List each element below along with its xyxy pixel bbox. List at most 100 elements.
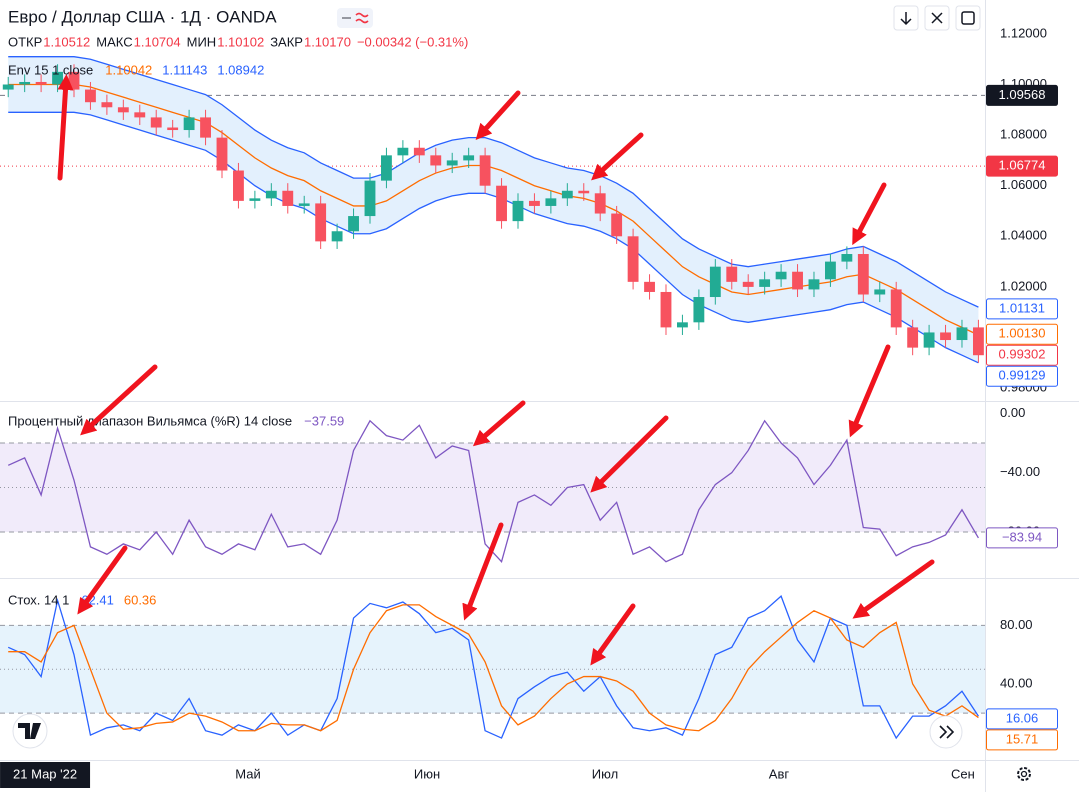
candle-body (282, 190, 294, 206)
button-maximize[interactable] (955, 5, 981, 31)
candle-body (693, 297, 705, 323)
legend-text: Стох. 14 1 (8, 592, 69, 607)
x-tick-label: Май (235, 766, 260, 781)
price-badge (986, 708, 1058, 730)
arrow (80, 364, 158, 436)
legend-text: 1.10102 (217, 34, 264, 49)
legend-text: 1.10042 (105, 62, 152, 77)
candle-body (808, 279, 820, 290)
title: Евро / Доллар США · 1Д · OANDA (8, 7, 277, 26)
candle-body (101, 102, 113, 108)
y-tick-label: 80.00 (1000, 617, 1033, 632)
legend-text: 60.36 (124, 592, 157, 607)
candle-body (907, 327, 919, 348)
price-badge-label: 1.09568 (999, 87, 1046, 102)
indicator-line (7, 594, 979, 740)
candle-body (35, 81, 47, 85)
candle-body (578, 190, 590, 194)
candle-body (611, 213, 623, 237)
candle-body (940, 332, 951, 341)
candle-body (265, 190, 277, 199)
candle-body (167, 127, 179, 131)
pane (0, 56, 985, 364)
candle-body (874, 289, 886, 295)
price-badge-label: 1.00130 (999, 326, 1046, 341)
candle-body (627, 236, 639, 282)
candle-body (315, 203, 327, 242)
y-tick-label: −40.00 (1000, 464, 1040, 479)
candle-body (972, 327, 984, 356)
plot-area: ОТКР 1.10512 МАКС 1.10704 МИН 1.10102 ЗАКР 1.10… (0, 25, 1058, 788)
button-settings[interactable] (1017, 767, 1031, 781)
price-badge-label: −83.94 (1002, 529, 1042, 544)
price-badge (986, 323, 1058, 345)
logo-mark (18, 723, 41, 739)
indicator-line (8, 111, 979, 364)
candle-body (594, 193, 606, 214)
indicator-line (7, 419, 979, 563)
candle-body (364, 180, 376, 217)
arrow (590, 603, 636, 666)
indicator-line (8, 604, 979, 732)
price-badge-label: 1.01131 (999, 300, 1045, 315)
legend-text: 1.10704 (134, 34, 181, 49)
toolbar (12, 5, 1031, 781)
pane (0, 419, 985, 563)
candle-body (331, 231, 343, 242)
candle-body (841, 254, 853, 262)
x-tick-label: Июл (592, 766, 618, 781)
icon (1020, 770, 1028, 778)
candle-body (792, 271, 803, 290)
candle-body (857, 254, 869, 295)
arrow (848, 344, 891, 438)
icon (931, 12, 943, 24)
candle-body (430, 155, 442, 166)
candle-body (298, 203, 310, 206)
y-tick-label: 1.04000 (1000, 228, 1047, 243)
crosshair-label-bg (0, 762, 91, 788)
arrow (591, 132, 644, 181)
legend-text: −0.00342 (−0.31%) (357, 34, 468, 49)
candle-body (183, 117, 195, 131)
arrow (475, 90, 521, 140)
price-badge (986, 527, 1058, 549)
x-tick-label: Сен (951, 766, 975, 781)
price-badge-label: 0.99302 (999, 347, 1046, 362)
arrow (57, 74, 74, 181)
price-badge (986, 298, 1058, 320)
candle-body (726, 266, 738, 282)
candle-body (824, 261, 836, 280)
candle-body (890, 289, 902, 328)
price-badge (986, 84, 1058, 106)
candle-body (545, 198, 557, 206)
candle-body (19, 81, 31, 85)
candle-body (512, 200, 524, 222)
candle-body (397, 147, 409, 156)
candle-body (709, 266, 721, 298)
candle-body (956, 327, 968, 341)
icon (939, 725, 955, 739)
legend-text: 1.08942 (217, 62, 264, 77)
y-tick-label: 1.02000 (1000, 278, 1047, 293)
y-tick-label: 1.12000 (1000, 25, 1047, 40)
candle-body (200, 117, 211, 138)
candle-body (85, 89, 96, 103)
legend-text: ОТКР (8, 34, 42, 49)
crosshair-label: 21 Мар '22 (13, 766, 77, 781)
candle-body (150, 117, 162, 128)
candle-body (216, 137, 228, 171)
candle-body (2, 84, 14, 90)
candle-body (249, 198, 261, 201)
pane (0, 594, 985, 740)
candle-body (742, 281, 754, 287)
legend-text: Процентный диапазон Вильямса (%R) 14 clo… (8, 413, 292, 428)
candle-body (446, 160, 458, 166)
arrow (462, 522, 504, 621)
candle-body (529, 200, 540, 206)
indicator-line (8, 56, 979, 308)
legend-text: −37.59 (304, 413, 344, 428)
candle-body (413, 147, 425, 156)
candle-body (644, 281, 655, 292)
